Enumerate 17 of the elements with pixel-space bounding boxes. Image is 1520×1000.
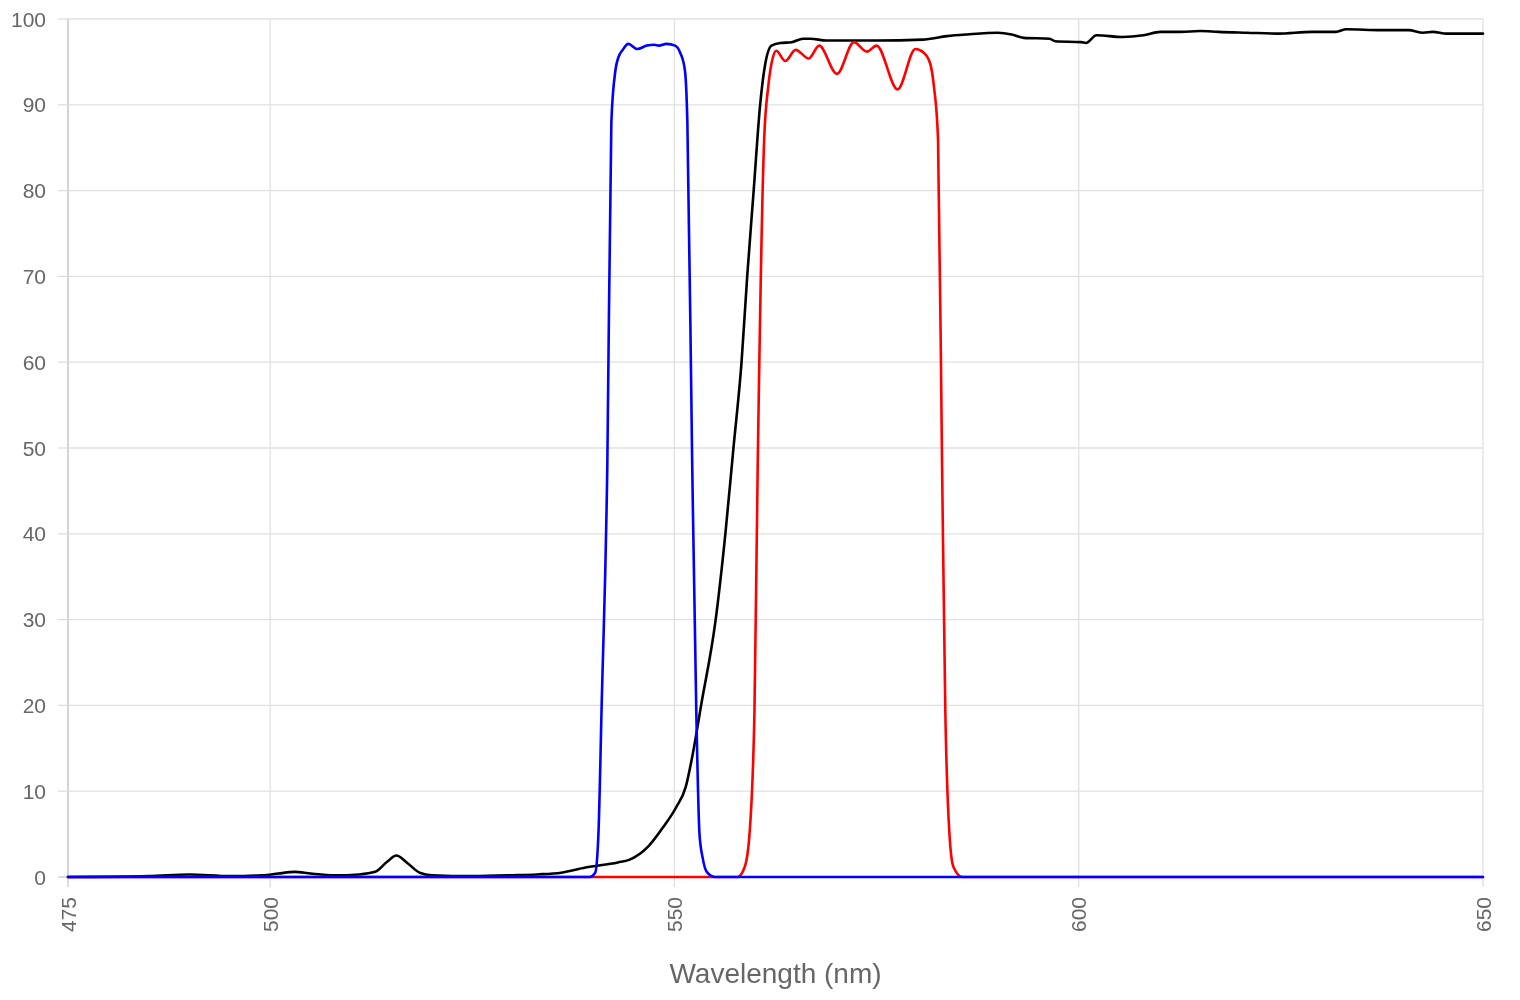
y-tick-label: 40	[22, 522, 46, 546]
x-tick-label: 500	[258, 897, 282, 933]
y-tick-label: 50	[22, 436, 46, 460]
y-tick-label: 100	[10, 7, 46, 31]
y-tick-label: 60	[22, 350, 46, 374]
y-tick-label: 80	[22, 179, 46, 203]
y-tick-label: 70	[22, 264, 46, 288]
x-tick-label: 650	[1471, 897, 1495, 933]
x-axis-title: Wavelength (nm)	[669, 957, 882, 989]
y-tick-label: 0	[34, 865, 46, 889]
y-tick-label: 90	[22, 93, 46, 117]
x-tick-label: 550	[662, 897, 686, 933]
y-tick-label: 10	[22, 779, 46, 803]
y-tick-label: 20	[22, 693, 46, 717]
x-tick-label: 600	[1067, 897, 1091, 933]
x-tick-label: 475	[56, 897, 80, 933]
y-tick-label: 30	[22, 608, 46, 632]
